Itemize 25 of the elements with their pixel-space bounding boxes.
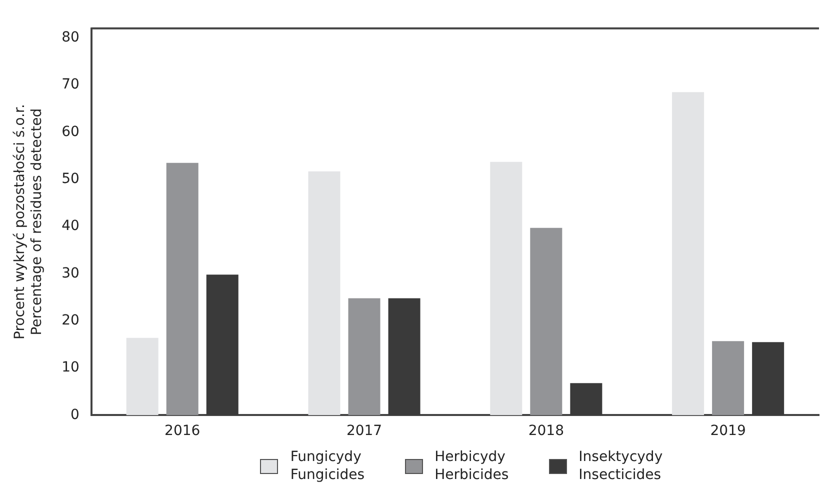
bar <box>126 338 158 416</box>
bar <box>348 298 380 416</box>
y-tick-label: 40 <box>62 218 80 234</box>
bar <box>672 92 704 416</box>
y-tick-label: 20 <box>62 312 80 328</box>
y-tick-label: 10 <box>62 360 80 376</box>
y-tick-label: 60 <box>62 124 80 140</box>
legend-label: Herbicydy Herbicides <box>434 448 509 484</box>
legend-label: Insektycydy Insecticides <box>578 448 663 484</box>
y-tick-label: 80 <box>62 29 80 46</box>
y-axis-title: Procent wykryć pozostałości ś.o.r. Percentage of residues detected <box>12 104 45 340</box>
x-tick-label: 2019 <box>710 423 746 440</box>
bar <box>712 341 744 416</box>
bar <box>308 171 340 416</box>
x-tick-label: 2018 <box>528 423 564 440</box>
bar <box>490 162 522 416</box>
y-tick-label: 50 <box>62 170 80 187</box>
legend-label: Fungicydy Fungicides <box>290 448 365 484</box>
bar <box>530 228 562 416</box>
y-tick-label: 30 <box>62 265 80 282</box>
x-tick-label: 2017 <box>346 423 382 440</box>
y-tick-label: 70 <box>62 76 80 93</box>
y-tick-label: 0 <box>70 406 80 423</box>
x-tick-label: 2016 <box>164 423 200 440</box>
bar <box>166 162 198 416</box>
